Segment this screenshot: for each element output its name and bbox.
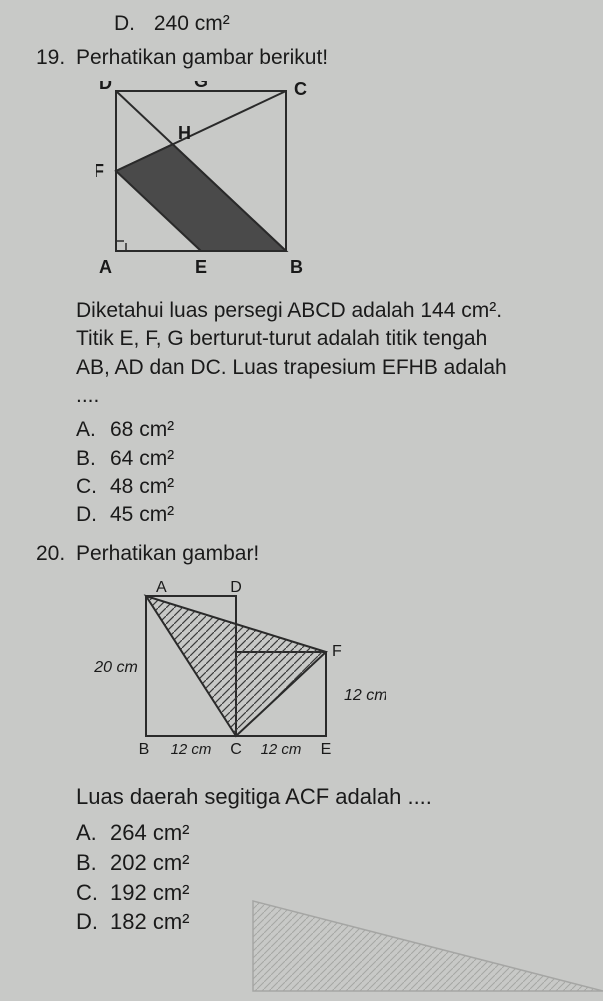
option-text: 45 cm² (110, 503, 174, 526)
svg-text:20 cm: 20 cm (93, 659, 138, 676)
option-b: B.64 cm² (76, 445, 579, 473)
q19-options: A.68 cm² B.64 cm² C.48 cm² D.45 cm² (76, 416, 579, 529)
option-label: D. (76, 501, 110, 529)
svg-text:12 cm: 12 cm (261, 741, 302, 758)
option-label: B. (76, 848, 110, 878)
option-text: 182 cm² (110, 909, 189, 934)
option-a: A.264 cm² (76, 818, 579, 848)
option-text: 68 cm² (110, 418, 174, 441)
svg-text:C: C (294, 81, 307, 99)
option-label: D. (76, 907, 110, 937)
option-text: 48 cm² (110, 475, 174, 498)
q19-body-line: Titik E, F, G berturut-turut adalah titi… (76, 325, 579, 353)
q20: 20. Perhatikan gambar! (36, 540, 579, 937)
svg-text:A: A (156, 579, 167, 596)
option-label: C. (76, 473, 110, 501)
option-text: 192 cm² (110, 880, 189, 905)
svg-text:B: B (290, 257, 303, 277)
q20-figure: A D F B C E 20 cm 12 cm 12 cm 12 cm (86, 576, 579, 774)
option-d: D.45 cm² (76, 501, 579, 529)
q20-svg: A D F B C E 20 cm 12 cm 12 cm 12 cm (86, 576, 386, 766)
svg-text:A: A (99, 257, 112, 277)
question-number: 20. (36, 540, 76, 568)
svg-text:E: E (195, 257, 207, 277)
q19-body-line: Diketahui luas persegi ABCD adalah 144 c… (76, 297, 579, 325)
option-text: 264 cm² (110, 820, 189, 845)
page: D. 240 cm² 19. Perhatikan gambar berikut… (0, 0, 603, 947)
option-label: A. (76, 818, 110, 848)
q20-ask: Luas daerah segitiga ACF adalah .... (76, 782, 579, 812)
svg-text:F: F (96, 161, 104, 181)
svg-text:C: C (230, 741, 242, 758)
option-text: 240 cm² (154, 12, 230, 35)
svg-text:D: D (230, 579, 242, 596)
option-text: 202 cm² (110, 850, 189, 875)
svg-text:F: F (332, 643, 342, 660)
question-body: Perhatikan gambar! (76, 540, 579, 937)
svg-text:G: G (194, 81, 208, 91)
prev-option-d: D. 240 cm² (114, 10, 579, 38)
option-text: 64 cm² (110, 447, 174, 470)
option-a: A.68 cm² (76, 416, 579, 444)
option-b: B.202 cm² (76, 848, 579, 878)
svg-text:E: E (321, 741, 332, 758)
background-triangle (243, 891, 603, 1001)
q19: 19. Perhatikan gambar berikut! (36, 44, 579, 529)
q20-prompt: Perhatikan gambar! (76, 540, 579, 568)
option-c: C.48 cm² (76, 473, 579, 501)
svg-text:D: D (99, 81, 112, 93)
question-number: 19. (36, 44, 76, 72)
q19-svg: D G C H F A E B (96, 81, 316, 281)
option-label: A. (76, 416, 110, 444)
svg-text:12 cm: 12 cm (171, 741, 212, 758)
svg-text:B: B (139, 741, 150, 758)
svg-text:H: H (178, 123, 191, 143)
option-label: B. (76, 445, 110, 473)
option-label: C. (76, 878, 110, 908)
question-body: Perhatikan gambar berikut! (76, 44, 579, 529)
q19-figure: D G C H F A E B (96, 81, 579, 289)
q19-body-line: .... (76, 382, 579, 410)
option-label: D. (114, 10, 148, 38)
q19-body-line: AB, AD dan DC. Luas trapesium EFHB adala… (76, 354, 579, 382)
svg-text:12 cm: 12 cm (344, 687, 386, 704)
q19-prompt: Perhatikan gambar berikut! (76, 44, 579, 72)
